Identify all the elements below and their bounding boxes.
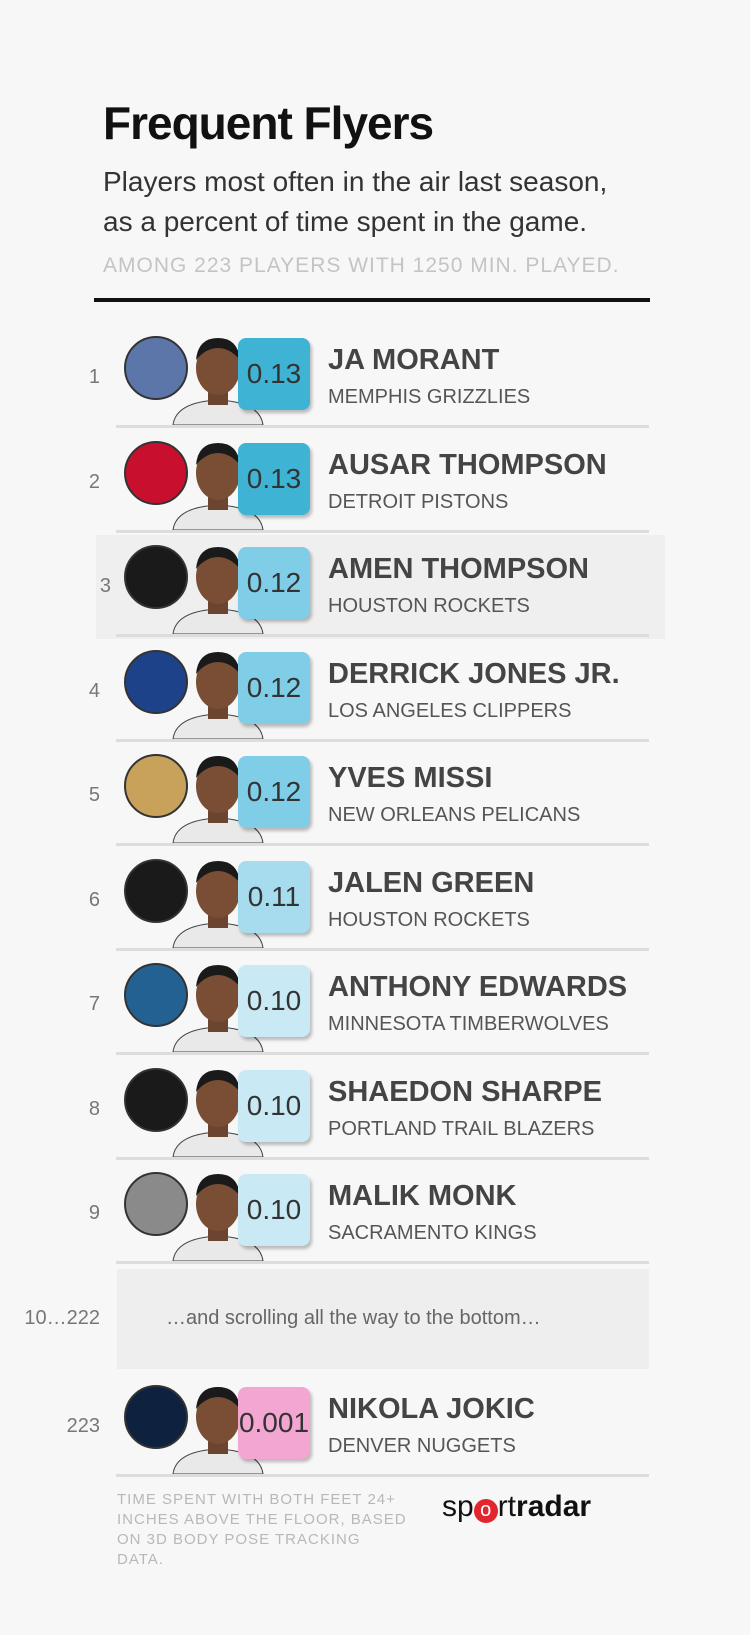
row-separator — [116, 1261, 649, 1264]
team-name: LOS ANGELES CLIPPERS — [328, 699, 572, 722]
brand-text: radar — [516, 1490, 592, 1523]
value-badge: 0.12 — [238, 547, 310, 619]
value-badge: 0.001 — [238, 1386, 310, 1459]
player-name: DERRICK JONES JR. — [328, 657, 620, 690]
value-badge: 0.10 — [238, 1069, 310, 1142]
value-badge: 0.10 — [238, 1174, 310, 1246]
title: Frequent Flyers — [103, 97, 434, 149]
table-row: 8 0.10 SHAEDON SHARPE PORTLAND TRAIL BLAZE… — [0, 1058, 750, 1162]
gap-text: …and scrolling all the way to the bottom… — [166, 1306, 541, 1329]
row-separator — [116, 634, 649, 637]
player-name: SHAEDON SHARPE — [328, 1075, 602, 1108]
value-badge: 0.13 — [238, 338, 310, 410]
player-name: ANTHONY EDWARDS — [328, 971, 628, 1003]
team-name: DETROIT PISTONS — [328, 490, 509, 513]
value-badge: 0.12 — [238, 756, 310, 828]
subtitle: as a percent of time spent in the game. — [103, 206, 588, 237]
team-name: DENVER NUGGETS — [328, 1434, 516, 1457]
rank: 7 — [88, 993, 100, 1015]
table-row: 6 0.11 JALEN GREEN HOUSTON ROCKETS — [0, 849, 750, 953]
footnote: TIME SPENT WITH BOTH FEET 24+ INCHES ABO… — [117, 1491, 407, 1568]
rank: 3 — [99, 575, 111, 597]
player-name: AUSAR THOMPSON — [328, 448, 607, 481]
rank: 6 — [88, 888, 100, 911]
row-separator — [116, 843, 649, 846]
rank: 4 — [88, 679, 100, 702]
row-separator — [116, 425, 649, 428]
team-name: MEMPHIS GRIZZLIES — [328, 386, 531, 408]
team-name: PORTLAND TRAIL BLAZERS — [328, 1117, 595, 1140]
brand: sp o rtradar — [442, 1490, 591, 1524]
gap-row — [117, 1268, 649, 1369]
value-badge: 0.12 — [238, 651, 310, 724]
table-row: 4 0.12 DERRICK JONES JR. LOS ANGELES CLIPP… — [0, 640, 750, 744]
brand-text: o — [473, 1499, 498, 1523]
player-name: MALIK MONK — [328, 1180, 517, 1212]
rank: 8 — [88, 1097, 100, 1120]
value-badge: 0.10 — [238, 965, 310, 1037]
table-row: 5 0.12 YVES MISSI NEW ORLEANS PELICANS — [0, 744, 750, 848]
table-row: 9 0.10 MALIK MONK SACRAMENTO KINGS — [0, 1162, 750, 1266]
rank: 10…222 — [24, 1306, 100, 1329]
row-separator — [116, 738, 649, 742]
table-row: 7 0.10 ANTHONY EDWARDS MINNESOTA TIMBERWOL… — [0, 953, 750, 1057]
brand-text: rt — [497, 1490, 517, 1523]
subtitle: Players most often in the air last seaso… — [103, 166, 608, 197]
table-row: 223 0.001 NIKOLA JOKIC DENVER NUGGETS — [0, 1375, 750, 1479]
rank: 1 — [88, 366, 100, 388]
team-name: HOUSTON ROCKETS — [328, 908, 530, 931]
rank: 5 — [88, 784, 100, 806]
team-name: HOUSTON ROCKETS — [328, 595, 530, 617]
player-image — [124, 963, 264, 1052]
rank: 9 — [88, 1202, 100, 1224]
player-image — [124, 440, 264, 530]
team-name: SACRAMENTO KINGS — [328, 1222, 537, 1244]
team-name: NEW ORLEANS PELICANS — [328, 804, 581, 826]
value-badge: 0.11 — [238, 860, 310, 933]
value-badge: 0.13 — [238, 442, 310, 515]
player-image — [124, 1384, 264, 1474]
rank: 223 — [66, 1414, 100, 1437]
row-separator — [116, 529, 649, 533]
table-row: 1 0.13 JA MORANT MEMPHIS GRIZZLIES — [0, 326, 750, 430]
table-row: 2 0.13 AUSAR THOMPSON DETROIT PISTONS — [0, 431, 750, 535]
row-separator — [116, 1156, 649, 1160]
brand-text: sp — [442, 1490, 474, 1523]
player-name: JALEN GREEN — [328, 866, 535, 899]
player-name: YVES MISSI — [328, 762, 493, 794]
row-separator — [116, 1052, 649, 1055]
rule — [94, 298, 650, 302]
rank: 2 — [88, 470, 100, 493]
row-separator — [116, 947, 649, 951]
player-image — [124, 754, 264, 843]
player-name: AMEN THOMPSON — [328, 553, 589, 585]
note: AMONG 223 PLAYERS WITH 1250 MIN. PLAYED. — [103, 254, 620, 277]
team-name: MINNESOTA TIMBERWOLVES — [328, 1013, 609, 1035]
player-name: NIKOLA JOKIC — [328, 1392, 535, 1425]
player-name: JA MORANT — [328, 344, 500, 376]
row-separator — [116, 1473, 649, 1477]
table-row: 3 0.12 AMEN THOMPSON HOUSTON ROCKETS — [96, 535, 665, 639]
